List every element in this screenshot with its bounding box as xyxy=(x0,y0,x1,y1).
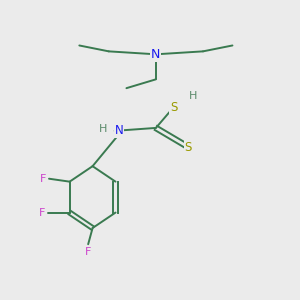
Text: F: F xyxy=(40,174,47,184)
Text: S: S xyxy=(170,101,177,114)
Text: F: F xyxy=(85,247,92,257)
Text: N: N xyxy=(115,124,124,137)
Text: H: H xyxy=(188,91,197,100)
Text: H: H xyxy=(99,124,107,134)
Text: N: N xyxy=(151,48,160,61)
Text: S: S xyxy=(184,141,192,154)
Text: F: F xyxy=(39,208,45,218)
